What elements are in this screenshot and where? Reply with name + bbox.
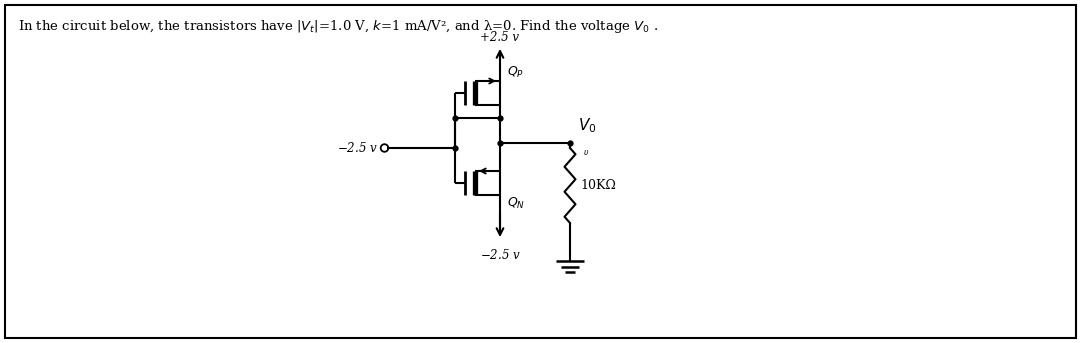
Text: $Q_N$: $Q_N$ <box>507 196 525 211</box>
Text: +2.5 v: +2.5 v <box>480 31 520 44</box>
Text: 10KΩ: 10KΩ <box>580 179 616 192</box>
Text: $-$2.5 v: $-$2.5 v <box>480 248 520 262</box>
Text: In the circuit below, the transistors have $|V_t|$=1.0 V, $k$=1 mA/V², and λ=0. : In the circuit below, the transistors ha… <box>18 18 658 35</box>
Text: $Q_P$: $Q_P$ <box>507 65 524 80</box>
Text: $V_0$: $V_0$ <box>578 116 597 135</box>
Text: $-$2.5 v: $-$2.5 v <box>337 141 378 155</box>
Text: $_{\upsilon}$: $_{\upsilon}$ <box>583 148 589 158</box>
